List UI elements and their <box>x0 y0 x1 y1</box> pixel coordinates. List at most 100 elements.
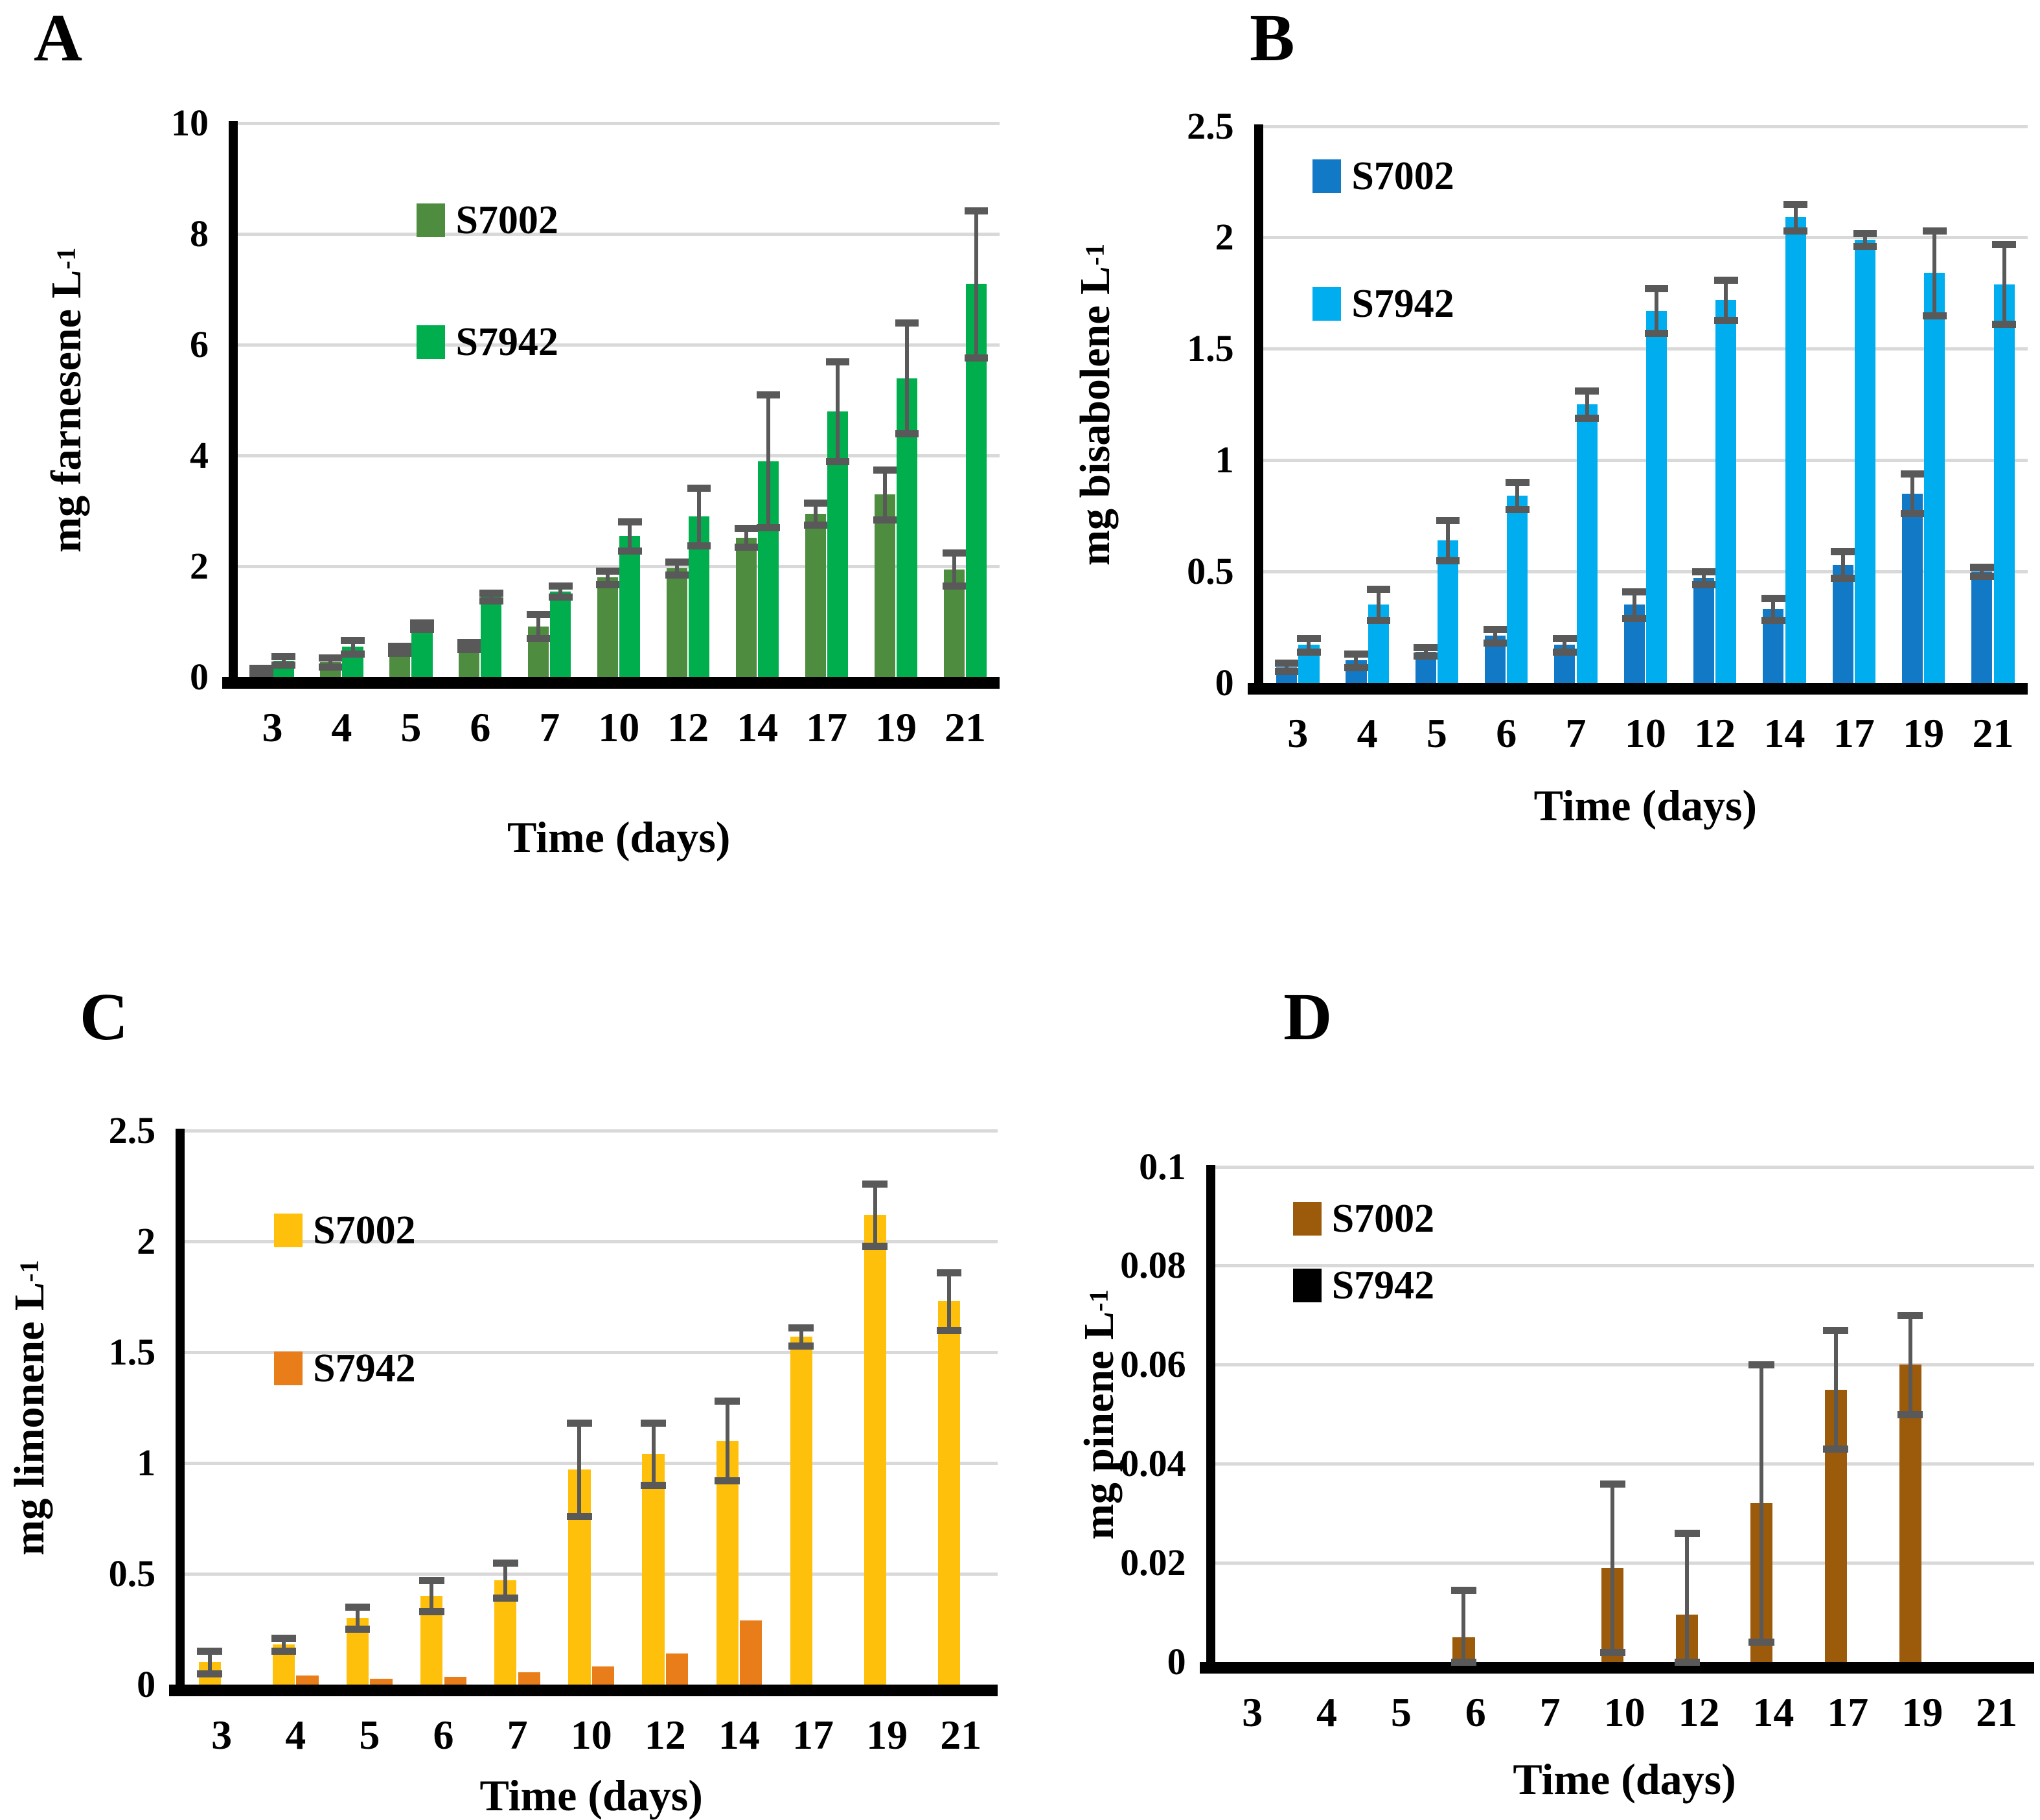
error-bar <box>606 571 610 584</box>
error-bar-cap <box>1414 652 1438 660</box>
x-tick-label: 10 <box>1603 1688 1645 1735</box>
panel-limonene: C mg limonene L -1 2.5 2 1.5 1 0.5 0 3 4 5 6 7 10 12 1… <box>0 901 1020 1817</box>
legend-label-s7942: S7942 <box>1351 282 1454 327</box>
bar-s7942-day10 <box>1645 310 1668 683</box>
x-tick-label: 19 <box>875 704 917 751</box>
error-bar-cap <box>1450 1587 1476 1595</box>
y-tick-label: 0.04 <box>1120 1442 1186 1485</box>
y-axis-title-superscript: -1 <box>14 1260 44 1282</box>
x-tick-label: 21 <box>1976 1688 2018 1735</box>
panel-farnesene: A mg farnesene L -1 10 8 6 4 2 0 3 4 5 6 7 10 12 14 17 1… <box>0 0 1020 901</box>
error-bar-cap <box>1274 659 1299 667</box>
x-axis-title: Time (days) <box>1533 781 1758 831</box>
error-bar <box>350 639 355 654</box>
error-bar-cap <box>1506 505 1530 513</box>
error-bar-cap <box>873 516 897 524</box>
bar-s7002-day12 <box>1693 578 1715 683</box>
error-bar <box>1585 391 1589 418</box>
error-bar-cap <box>1436 557 1460 564</box>
bar-s7002-day21 <box>937 1301 961 1685</box>
plot-area: 10 8 6 4 2 0 3 4 5 6 7 10 12 14 17 19 21 S7002 S7942 <box>171 104 1000 748</box>
gridline <box>1215 1165 2034 1169</box>
error-bar-cap <box>595 581 620 588</box>
error-bar-cap <box>936 1269 962 1276</box>
error-bar <box>328 658 333 667</box>
y-tick-label: 0.08 <box>1120 1244 1186 1287</box>
error-bar-cap <box>271 652 295 660</box>
legend-swatch-s7002 <box>1292 1201 1322 1236</box>
legend-swatch-s7942 <box>1312 287 1342 321</box>
error-bar-cap <box>345 1626 371 1633</box>
error-bar-cap <box>1748 1361 1774 1369</box>
y-axis-title: mg bisabolene L -1 <box>1070 126 1121 683</box>
error-bar-cap <box>895 319 919 327</box>
legend-swatch-s7002 <box>274 1213 303 1247</box>
x-tick-label: 4 <box>1316 1688 1337 1735</box>
bar-s7942-day14 <box>1785 217 1806 683</box>
y-tick-label: 2 <box>137 1219 156 1262</box>
error-bar-cap <box>1553 634 1577 642</box>
legend-label-s7942: S7942 <box>313 1346 416 1391</box>
bar-s7942-day6 <box>481 597 502 678</box>
y-tick-label: 0 <box>137 1663 156 1705</box>
error-bar-cap <box>388 643 412 651</box>
y-tick-label: 4 <box>189 434 209 477</box>
error-bar-cap <box>942 582 967 590</box>
error-bar-cap <box>1992 321 2016 328</box>
error-bar-cap <box>757 524 781 532</box>
bar-s7942-day7 <box>518 1672 540 1685</box>
error-bar <box>577 1423 582 1516</box>
error-bar-cap <box>1714 276 1738 284</box>
error-bar-cap <box>964 354 989 362</box>
error-bar <box>1908 1315 1912 1414</box>
y-tick-label: 1 <box>137 1441 156 1484</box>
error-bar <box>430 1580 434 1611</box>
gridline <box>185 1239 998 1243</box>
error-bar-cap <box>803 522 828 529</box>
error-bar-cap <box>388 649 412 657</box>
error-bar-cap <box>1823 1446 1849 1453</box>
bar-s7002-day10 <box>597 577 619 678</box>
x-tick-label: 21 <box>1972 709 2014 756</box>
panel-letter: C <box>79 980 128 1055</box>
gridline <box>1263 459 2028 462</box>
legend-swatch-s7942 <box>1292 1269 1322 1303</box>
error-bar-cap <box>1853 243 1877 251</box>
y-axis-title: mg limonene L -1 <box>4 1131 56 1685</box>
error-bar-cap <box>803 499 828 507</box>
y-axis-title: mg farnesene L -1 <box>41 123 93 677</box>
legend-label-s7002: S7002 <box>455 198 558 243</box>
error-bar-cap <box>1691 581 1716 589</box>
error-bar-cap <box>341 650 365 658</box>
x-tick-label: 6 <box>470 704 491 751</box>
bar-s7002-day17 <box>805 514 827 678</box>
error-bar <box>1793 203 1798 231</box>
error-bar-cap <box>1450 1658 1476 1666</box>
error-bar-cap <box>1897 1311 1923 1319</box>
x-tick-label: 3 <box>262 704 283 751</box>
error-bar-cap <box>1414 643 1438 651</box>
error-bar-cap <box>1783 227 1807 235</box>
error-bar-cap <box>1831 547 1855 555</box>
y-tick-label: 0.1 <box>1139 1145 1186 1188</box>
error-bar-cap <box>197 1648 223 1655</box>
error-bar <box>1354 653 1358 667</box>
plot-area: 0.1 0.08 0.06 0.04 0.02 0 3 4 5 6 7 10 12 14 17 19 21 S70… <box>1120 1147 2034 1733</box>
x-axis-line <box>169 1684 998 1696</box>
x-tick-label: 10 <box>598 704 640 751</box>
error-bar-cap <box>964 207 989 214</box>
error-bar-cap <box>734 525 759 533</box>
error-bar <box>697 487 702 546</box>
error-bar-cap <box>788 1342 814 1350</box>
x-tick-label: 19 <box>1903 709 1945 756</box>
gridline <box>1215 1561 2034 1565</box>
y-axis-line <box>1254 124 1263 683</box>
gridline <box>237 233 1000 236</box>
y-axis-line <box>1206 1164 1215 1662</box>
error-bar-cap <box>862 1181 888 1188</box>
bar-s7942-day14 <box>740 1620 762 1685</box>
panel-letter: D <box>1283 980 1333 1055</box>
error-bar <box>1759 1365 1763 1642</box>
gridline <box>237 454 1000 458</box>
